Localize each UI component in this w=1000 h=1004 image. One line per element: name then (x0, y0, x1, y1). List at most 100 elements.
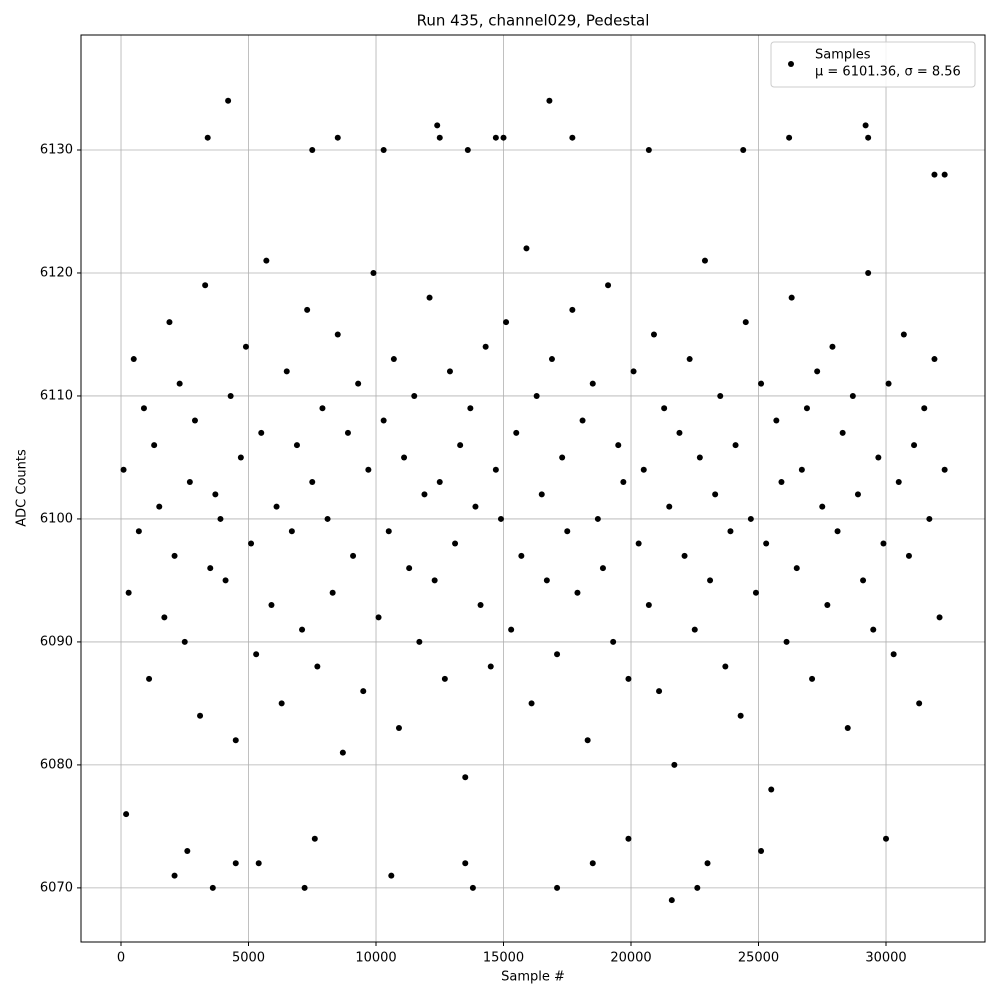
data-point (696, 454, 703, 461)
data-point (452, 540, 459, 547)
data-point (324, 515, 331, 522)
data-point (375, 614, 382, 621)
data-point (380, 146, 387, 153)
data-point (209, 884, 216, 891)
data-point (589, 860, 596, 867)
data-point (242, 343, 249, 350)
data-point (579, 417, 586, 424)
data-point (385, 528, 392, 535)
data-point (416, 638, 423, 645)
data-point (273, 503, 280, 510)
data-point (462, 774, 469, 781)
data-point (311, 835, 318, 842)
data-point (758, 847, 765, 854)
data-point (849, 392, 856, 399)
data-point (666, 503, 673, 510)
y-tick-label: 6090 (40, 634, 73, 649)
data-point (740, 146, 747, 153)
data-point (528, 700, 535, 707)
y-tick-label: 6070 (40, 880, 73, 895)
data-point (166, 319, 173, 326)
data-point (508, 626, 515, 633)
data-point (885, 380, 892, 387)
data-point (783, 638, 790, 645)
data-point (176, 380, 183, 387)
data-point (747, 515, 754, 522)
data-point (314, 663, 321, 670)
data-point (834, 528, 841, 535)
data-point (701, 257, 708, 264)
data-point (786, 134, 793, 141)
data-point (559, 454, 566, 461)
data-point (712, 491, 719, 498)
data-point (599, 565, 606, 572)
data-point (926, 515, 933, 522)
data-point (574, 589, 581, 596)
data-point (395, 725, 402, 732)
data-point (931, 171, 938, 178)
data-point (763, 540, 770, 547)
data-point (497, 515, 504, 522)
data-point (339, 749, 346, 756)
data-point (564, 528, 571, 535)
data-point (630, 368, 637, 375)
data-point (130, 356, 137, 363)
x-tick-label: 20000 (610, 951, 651, 966)
data-point (421, 491, 428, 498)
data-point (625, 835, 632, 842)
data-point (278, 700, 285, 707)
data-point (467, 405, 474, 412)
data-point (569, 306, 576, 313)
data-point (615, 442, 622, 449)
data-point (197, 712, 204, 719)
data-point (546, 97, 553, 104)
data-point (554, 884, 561, 891)
data-point (184, 847, 191, 854)
data-point (469, 884, 476, 891)
x-tick-label: 25000 (738, 951, 779, 966)
data-point (870, 626, 877, 633)
data-point (171, 872, 178, 879)
data-point (446, 368, 453, 375)
data-point (589, 380, 596, 387)
y-tick-label: 6120 (40, 265, 73, 280)
data-point (255, 860, 262, 867)
data-point (671, 761, 678, 768)
data-point (156, 503, 163, 510)
data-point (299, 626, 306, 633)
data-point (492, 134, 499, 141)
data-point (225, 97, 232, 104)
data-point (584, 737, 591, 744)
data-point (457, 442, 464, 449)
data-point (900, 331, 907, 338)
data-point (125, 589, 132, 596)
data-point (694, 884, 701, 891)
data-point (610, 638, 617, 645)
data-point (793, 565, 800, 572)
data-point (605, 282, 612, 289)
data-point (691, 626, 698, 633)
data-point (319, 405, 326, 412)
data-point (380, 417, 387, 424)
data-point (217, 515, 224, 522)
data-point (301, 884, 308, 891)
data-point (921, 405, 928, 412)
data-point (360, 688, 367, 695)
data-point (406, 565, 413, 572)
data-point (875, 454, 882, 461)
data-point (548, 356, 555, 363)
data-point (788, 294, 795, 301)
data-point (543, 577, 550, 584)
legend-note: μ = 6101.36, σ = 8.56 (815, 65, 961, 80)
data-point (620, 479, 627, 486)
data-point (212, 491, 219, 498)
x-axis-label: Sample # (501, 970, 565, 985)
data-point (436, 479, 443, 486)
legend-marker (788, 61, 794, 67)
y-tick-label: 6080 (40, 757, 73, 772)
data-point (487, 663, 494, 670)
data-point (161, 614, 168, 621)
y-tick-label: 6130 (40, 142, 73, 157)
data-point (722, 663, 729, 670)
